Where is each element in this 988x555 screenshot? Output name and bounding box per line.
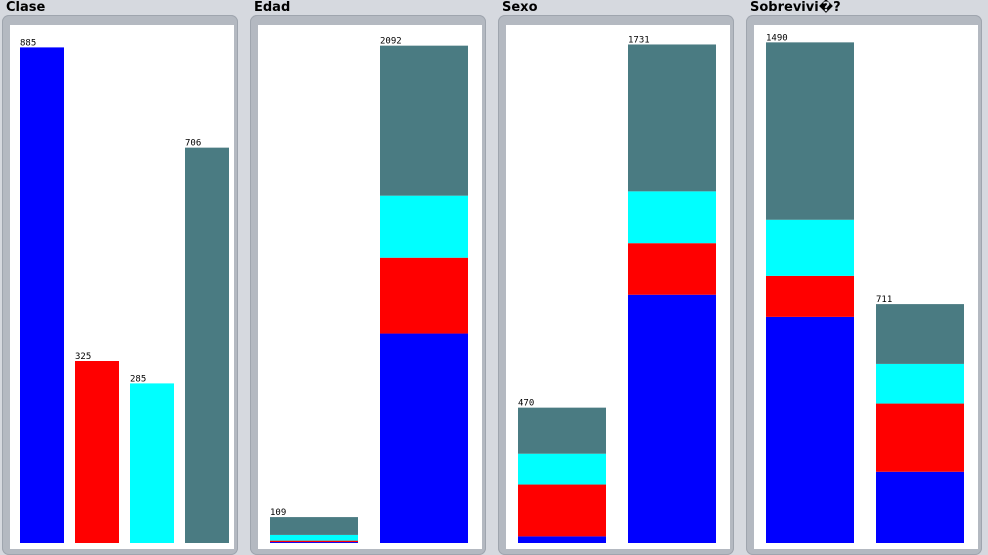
bar-value-label: 285: [130, 374, 146, 384]
bar-segment: [518, 407, 606, 454]
bar-value-label: 1731: [628, 35, 650, 45]
bar-segment: [766, 275, 854, 317]
bar-segment: [876, 471, 964, 543]
bar-segment: [876, 403, 964, 472]
chart-panel-clase: Clase 885 325 285 706: [0, 0, 240, 555]
plot-area: 109 2092: [258, 25, 482, 549]
bar-value-label: 1490: [766, 33, 788, 43]
bar-segment: [270, 517, 358, 535]
bar-segment: [766, 316, 854, 543]
plot-area: 470 1731: [506, 25, 730, 549]
bar-chart-svg: 885 325 285 706: [20, 38, 229, 544]
bar-segment: [876, 363, 964, 404]
bar-segment: [766, 219, 854, 276]
plot-area: 1490 711: [754, 25, 978, 549]
bar-segment: [628, 243, 716, 295]
bar-segment: [185, 147, 229, 543]
bar-chart-svg: 109 2092: [270, 37, 468, 543]
bar-segment: [270, 542, 358, 543]
bar-value-label: 470: [518, 399, 534, 409]
panel-title: Edad: [254, 0, 291, 15]
bar-segment: [518, 453, 606, 485]
bar-segment: [876, 304, 964, 364]
bar-segment: [518, 536, 606, 543]
bar-value-label: 706: [185, 139, 201, 149]
bar-segment: [628, 191, 716, 244]
bar-value-label: 325: [75, 352, 91, 362]
bar-segment: [20, 47, 64, 544]
panel-frame: 1490 711: [746, 15, 982, 555]
bar-segment: [628, 294, 716, 543]
chart-panel-edad: Edad 109 2092: [248, 0, 488, 555]
bar-segment: [130, 383, 174, 543]
bar-segment: [75, 361, 119, 543]
panel-frame: 470 1731: [498, 15, 734, 555]
bar-segment: [518, 484, 606, 537]
bar-segment: [380, 333, 468, 543]
bar-segment: [270, 534, 358, 541]
bar-chart-svg: 1490 711: [766, 33, 964, 543]
panel-title: Sexo: [502, 0, 538, 15]
bar-segment: [766, 42, 854, 220]
bar-value-label: 711: [876, 295, 892, 305]
bar-segment: [628, 44, 716, 192]
bar-segment: [270, 540, 358, 543]
bar-value-label: 2092: [380, 37, 402, 47]
bar-segment: [380, 257, 468, 334]
panel-title: Sobrevivi�?: [750, 0, 841, 15]
bar-segment: [380, 195, 468, 258]
panel-frame: 885 325 285 706: [2, 15, 238, 555]
chart-panel-sobrevivio: Sobrevivi�? 1490 711: [744, 0, 984, 555]
bar-value-label: 109: [270, 508, 286, 518]
panel-frame: 109 2092: [250, 15, 486, 555]
chart-panel-sexo: Sexo 470 1731: [496, 0, 736, 555]
bar-segment: [380, 45, 468, 196]
bar-value-label: 885: [20, 38, 36, 48]
bar-chart-svg: 470 1731: [518, 35, 716, 543]
panel-title: Clase: [6, 0, 46, 15]
plot-area: 885 325 285 706: [10, 25, 234, 549]
